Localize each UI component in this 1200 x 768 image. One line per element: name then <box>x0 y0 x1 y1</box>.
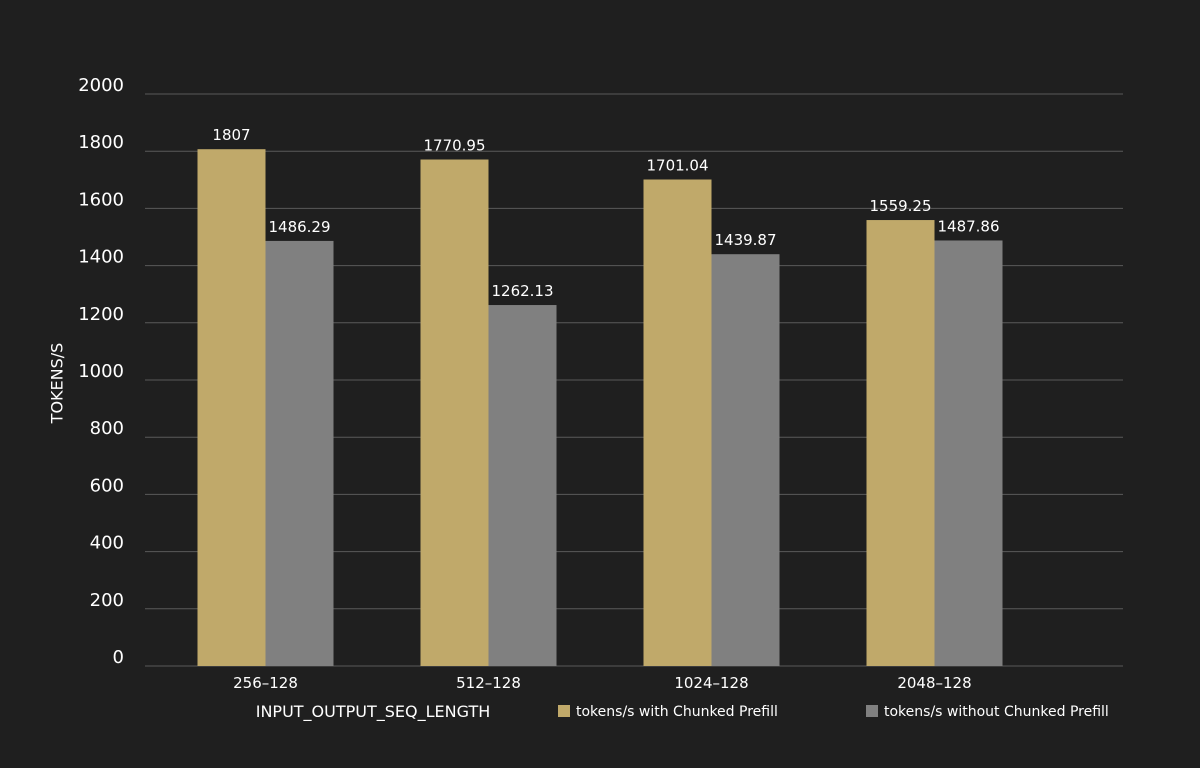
legend-label: tokens/s without Chunked Prefill <box>884 704 1109 720</box>
bar-value-label: 1262.13 <box>491 282 553 300</box>
data-labels: 1807 1486.29 1770.95 1262.13 1701.04 1439.87 1… <box>212 126 999 300</box>
legend-swatch <box>866 705 878 717</box>
x-tick-label: 512–128 <box>456 674 521 692</box>
y-tick-label: 200 <box>90 590 124 611</box>
bar-value-label: 1770.95 <box>423 137 485 155</box>
bar-value-label: 1486.29 <box>268 218 330 236</box>
legend-label: tokens/s with Chunked Prefill <box>576 704 778 720</box>
y-tick-label: 1000 <box>78 361 124 382</box>
bar-value-label: 1559.25 <box>869 197 931 215</box>
y-tick-label: 2000 <box>78 75 124 96</box>
y-tick-label: 0 <box>113 647 124 668</box>
y-tick-label: 1400 <box>78 247 124 268</box>
legend-swatch <box>558 705 570 717</box>
bar-value-label: 1701.04 <box>646 157 708 175</box>
bar-value-label: 1439.87 <box>714 231 776 249</box>
bar-value-label: 1807 <box>212 126 250 144</box>
bar <box>643 179 712 666</box>
bar <box>488 305 557 666</box>
x-tick-label: 1024–128 <box>674 674 748 692</box>
y-tick-label: 1600 <box>78 189 124 210</box>
x-tick-label: 256–128 <box>233 674 298 692</box>
bar <box>711 254 780 666</box>
bar <box>420 159 489 666</box>
y-axis-ticks: 0 200 400 600 800 1000 1200 1400 1600 1800 2000 <box>78 75 124 668</box>
y-tick-label: 800 <box>90 418 124 439</box>
x-axis-title: INPUT_OUTPUT_SEQ_LENGTH <box>256 702 491 722</box>
bar <box>934 240 1003 666</box>
y-axis-title: TOKENS/S <box>48 343 67 425</box>
bar <box>866 220 935 666</box>
y-tick-label: 600 <box>90 475 124 496</box>
bar-value-label: 1487.86 <box>937 217 999 235</box>
bar <box>265 240 334 666</box>
x-tick-label: 2048–128 <box>897 674 971 692</box>
y-tick-label: 1200 <box>78 304 124 325</box>
y-tick-label: 1800 <box>78 132 124 153</box>
legend: tokens/s with Chunked Prefill tokens/s wi… <box>558 704 1109 720</box>
y-tick-label: 400 <box>90 533 124 554</box>
x-axis-ticks: 256–128 512–128 1024–128 2048–128 <box>233 674 972 692</box>
bar <box>197 149 266 666</box>
bars <box>197 149 1003 666</box>
